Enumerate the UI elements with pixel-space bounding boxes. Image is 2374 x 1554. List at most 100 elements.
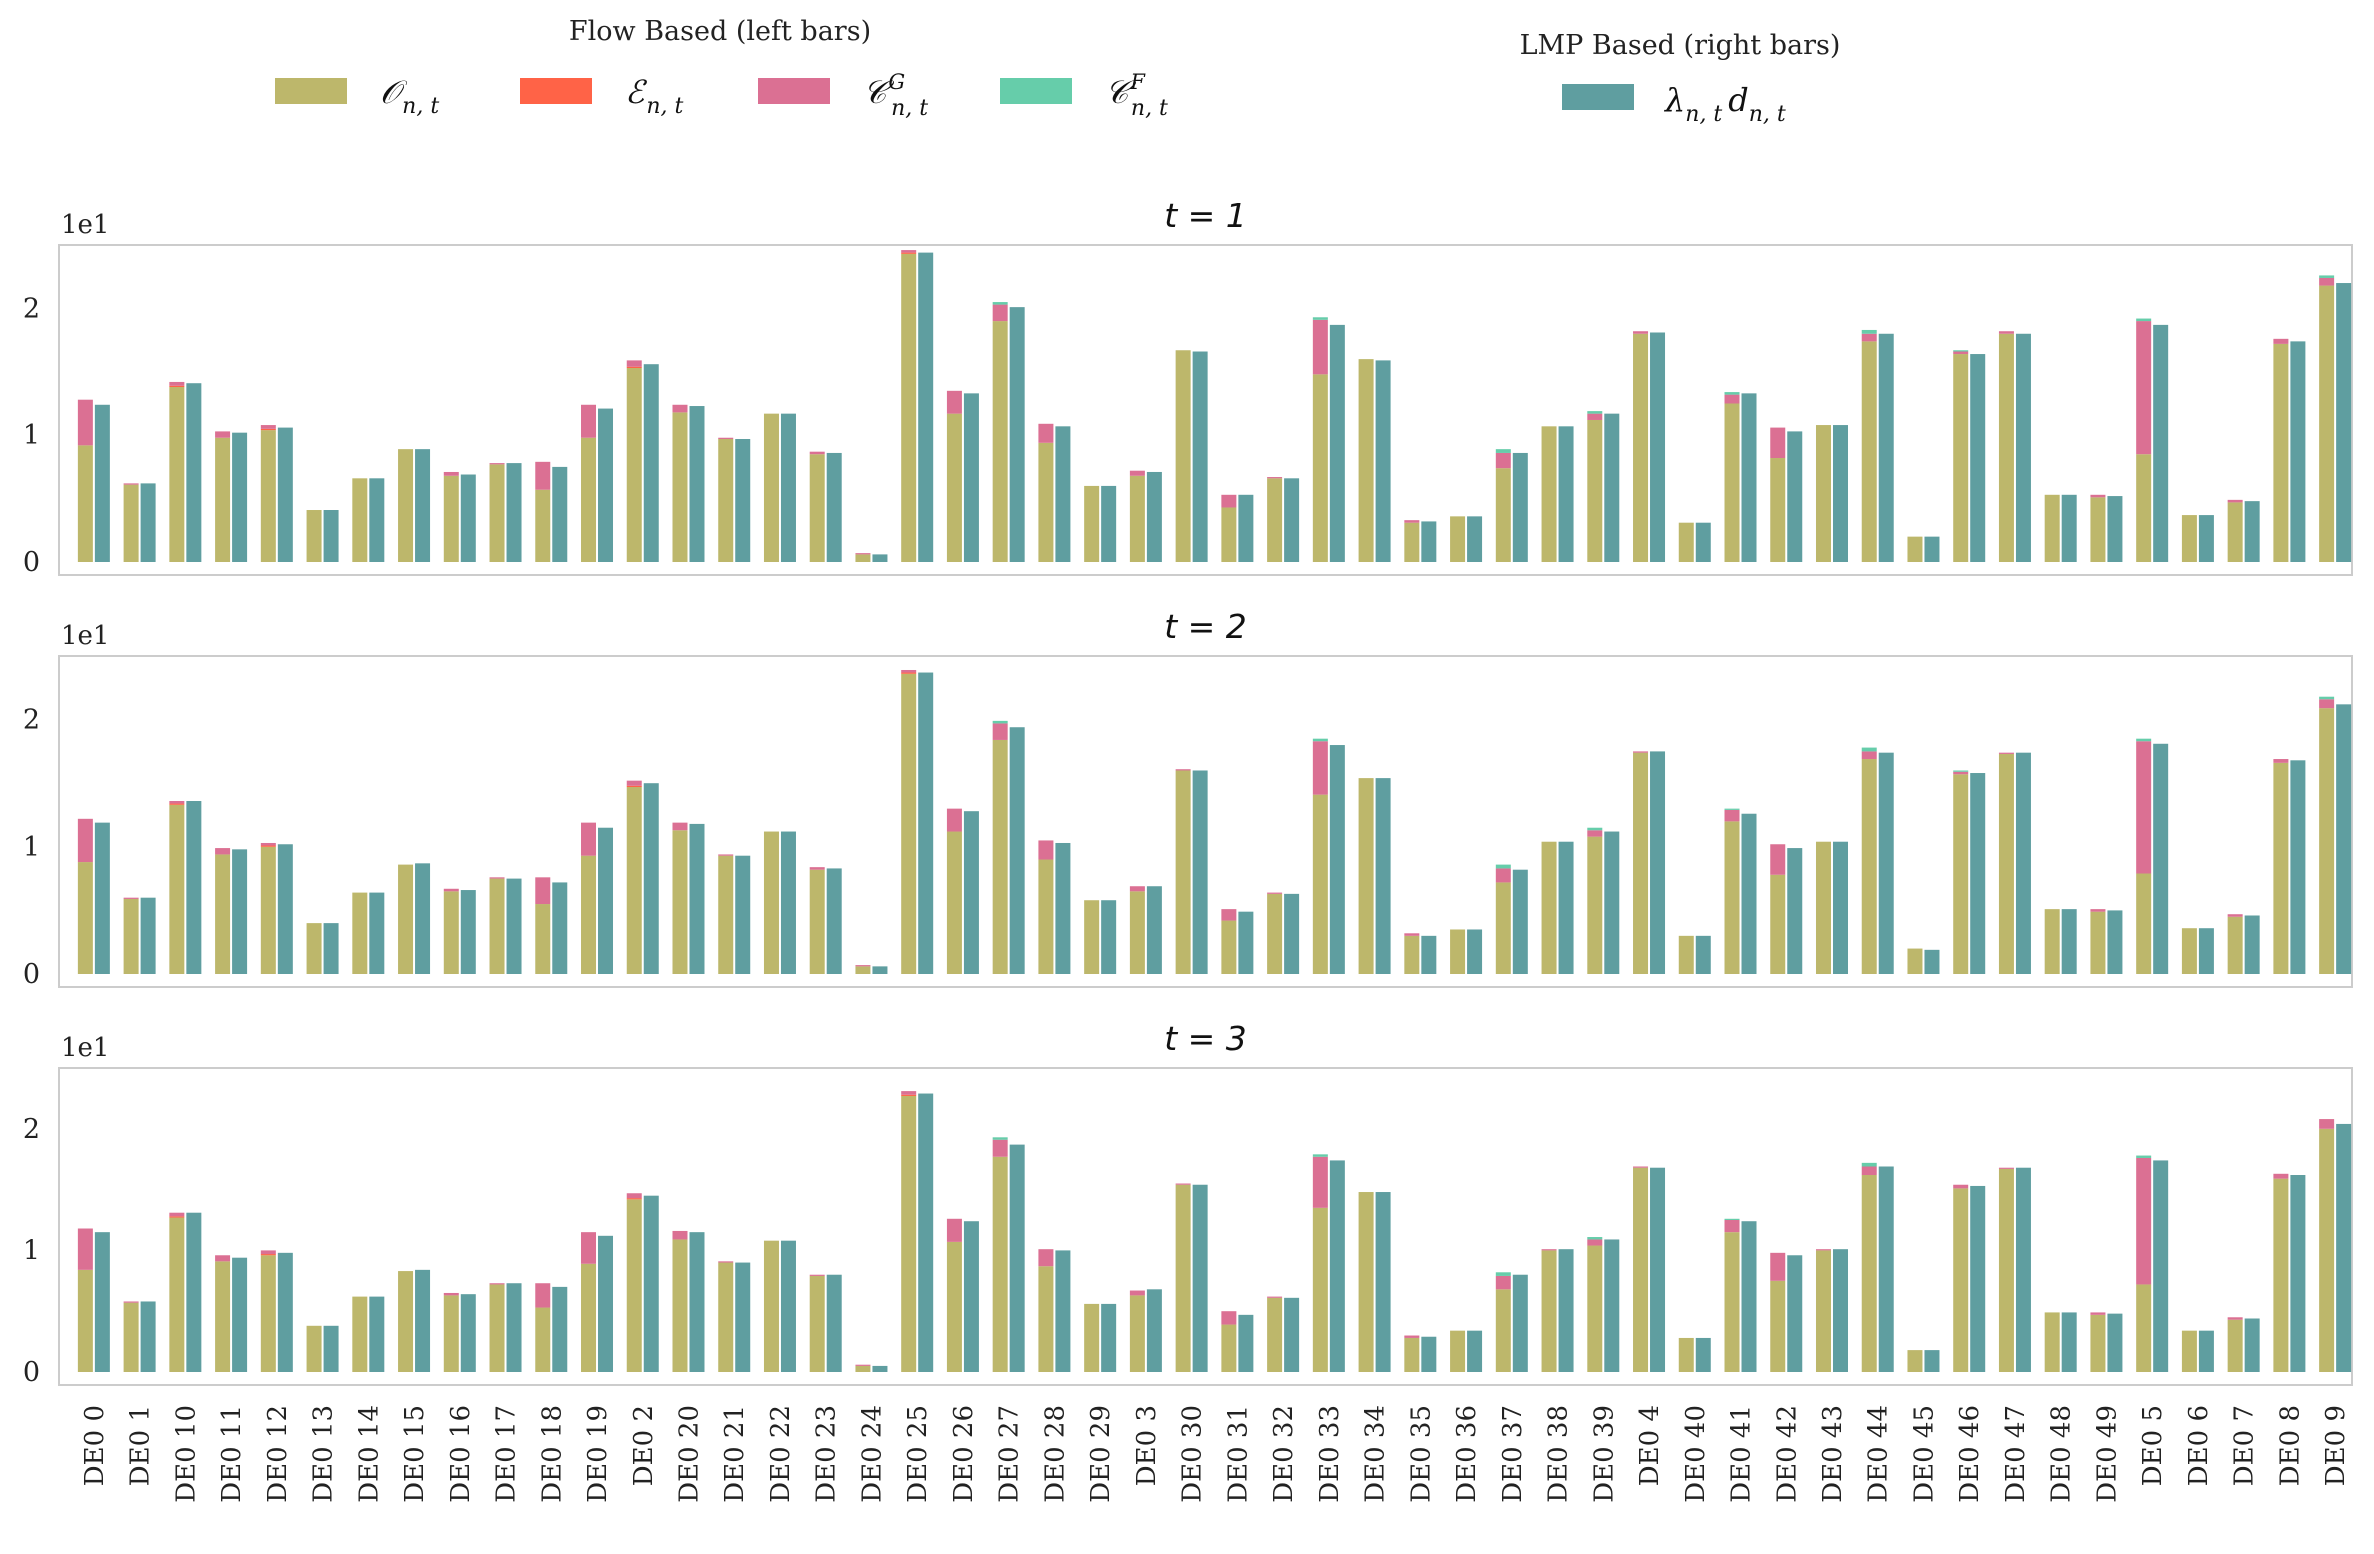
bar-flow-o: [489, 464, 505, 562]
bar-lmp: [552, 466, 568, 562]
bar-flow-o: [77, 862, 93, 974]
bar-flow-cg: [1633, 751, 1649, 753]
bar-flow-o: [2044, 909, 2060, 974]
bar-lmp: [1741, 393, 1757, 562]
bar-flow-o: [1450, 516, 1466, 562]
bar-lmp: [277, 844, 293, 974]
bar-lmp: [963, 1221, 979, 1372]
bar-lmp: [1650, 1167, 1666, 1372]
bar-flow-o: [1221, 507, 1237, 562]
bar-lmp: [369, 1296, 385, 1372]
bar-lmp: [1192, 351, 1208, 562]
bar-lmp: [872, 1365, 888, 1372]
legend-item-cf: 𝒞F n, t: [1000, 70, 1168, 121]
bar-flow-o: [1404, 522, 1420, 562]
bar-flow-o: [2136, 873, 2152, 974]
legend-item-o: 𝒪n, t: [275, 73, 439, 119]
bar-lmp: [1329, 745, 1345, 974]
bar-flow-cf: [992, 1137, 1008, 1140]
bar-lmp: [1375, 1192, 1391, 1372]
bar-lmp: [1558, 841, 1574, 974]
bar-flow-o: [123, 1302, 139, 1372]
bar-flow-cg: [1221, 494, 1237, 508]
bar-flow-o: [1267, 893, 1283, 974]
bar-flow-cf: [1861, 1162, 1877, 1167]
bar-flow-o: [2319, 1128, 2335, 1372]
panel-t2: t = 2 1e1 0 1 2: [23, 607, 2353, 990]
x-tick-label: DE0 21: [720, 1405, 750, 1503]
bar-flow-cg: [809, 867, 825, 870]
bar-lmp: [2015, 1167, 2031, 1372]
bar-flow-o: [1907, 1350, 1923, 1372]
bar-flow-cg: [2090, 909, 2106, 912]
panel-t3: t = 3 1e1 0 1 2: [23, 1019, 2353, 1388]
panel-title: t = 2: [1164, 607, 1247, 646]
bar-flow-o: [1221, 1324, 1237, 1372]
bar-flow-cg: [489, 1283, 505, 1285]
y-tick-label: 1: [23, 832, 40, 863]
bar-flow-o: [1495, 468, 1511, 562]
bar-flow-o: [1998, 753, 2014, 974]
bar-flow-cg: [260, 842, 276, 846]
bar-flow-cg: [718, 437, 734, 440]
bar-flow-o: [1312, 374, 1328, 562]
x-tick-label: DE0 16: [446, 1405, 476, 1503]
bar-flow-o: [1129, 475, 1145, 562]
legend-swatch-lmp: [1562, 84, 1634, 110]
bar-flow-cf: [1495, 449, 1511, 453]
bar-lmp: [1878, 752, 1894, 974]
bar-lmp: [1924, 1350, 1940, 1372]
bar-flow-o: [2319, 708, 2335, 974]
bar-lmp: [780, 413, 796, 562]
bar-flow-o: [946, 831, 962, 974]
bar-flow-o: [215, 1261, 231, 1372]
bar-flow-cg: [626, 1193, 642, 1199]
bar-flow-cg: [855, 1364, 871, 1366]
bar-flow-o: [1495, 1289, 1511, 1372]
x-tick-label: DE0 27: [995, 1405, 1025, 1503]
bar-flow-cg: [1312, 1156, 1328, 1208]
bar-flow-cf: [1724, 392, 1740, 395]
bar-flow-cg: [1541, 1249, 1557, 1251]
bar-flow-cg: [992, 304, 1008, 322]
bar-lmp: [2336, 704, 2352, 974]
bar-flow-cg: [1861, 333, 1877, 342]
bar-lmp: [415, 1269, 431, 1372]
bar-lmp: [2153, 324, 2169, 562]
bar-flow-o: [1815, 1250, 1831, 1372]
bar-flow-cg: [2090, 494, 2106, 498]
bar-flow-cg: [626, 780, 642, 786]
bar-lmp: [186, 801, 202, 974]
bar-flow-cg: [1175, 1183, 1191, 1185]
x-tick-label: DE0 47: [2001, 1405, 2031, 1503]
bar-flow-o: [1953, 1188, 1969, 1372]
bar-flow-cf: [2136, 738, 2152, 742]
bar-flow-o: [1724, 403, 1740, 562]
bar-flow-e: [169, 803, 185, 805]
bar-flow-o: [1541, 426, 1557, 562]
bar-lmp: [277, 427, 293, 562]
bar-flow-cg: [1998, 331, 2014, 334]
x-tick-label: DE0 26: [949, 1405, 979, 1503]
y-offset-label: 1e1: [61, 621, 109, 651]
x-tick-label: DE0 18: [537, 1405, 567, 1503]
bar-flow-o: [1861, 759, 1877, 974]
bar-flow-cg: [718, 854, 734, 856]
bar-lmp: [1009, 727, 1025, 974]
bar-flow-cg: [77, 1228, 93, 1270]
bar-lmp: [1467, 1330, 1483, 1372]
bar-flow-cg: [809, 1274, 825, 1276]
bar-flow-cg: [626, 360, 642, 367]
bar-flow-cg: [1953, 771, 1969, 775]
x-tick-label: DE0 39: [1589, 1405, 1619, 1503]
bar-flow-o: [718, 439, 734, 562]
bar-lmp: [2244, 915, 2260, 974]
bar-lmp: [1467, 516, 1483, 562]
bar-flow-o: [763, 1240, 779, 1372]
bar-flow-cf: [1587, 1237, 1603, 1240]
bar-flow-o: [443, 475, 459, 562]
bar-flow-cg: [809, 451, 825, 455]
bar-lmp: [1421, 1336, 1437, 1372]
bar-flow-cg: [581, 822, 597, 856]
bar-flow-o: [1678, 935, 1694, 974]
